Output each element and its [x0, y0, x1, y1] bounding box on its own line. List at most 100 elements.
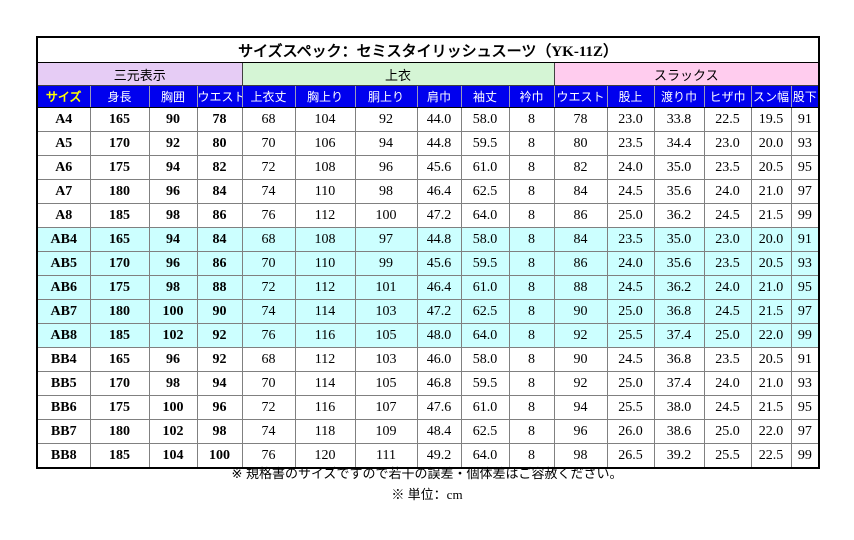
cell: 92 [553, 371, 608, 396]
column-header-13: ヒザ巾 [703, 85, 752, 108]
cell: 105 [354, 371, 418, 396]
column-header-3: ウエスト [196, 85, 243, 108]
size-label: AB6 [36, 275, 91, 300]
cell: 59.5 [460, 251, 510, 276]
cell: 170 [89, 371, 150, 396]
table-row-AB5: AB5 170 96 86 70 110 99 45.6 59.5 8 86 24.0 35.6 23.5… [36, 251, 820, 276]
cell: 100 [148, 299, 198, 324]
cell: 25.0 [606, 203, 655, 228]
cell: 35.6 [653, 251, 705, 276]
column-header-row: サイズ 身長 胸囲 ウエスト 上衣丈 胸上り 胴上り 肩巾 袖丈 衿巾 ウエスト 股上 渡り巾 ヒザ巾 スン… [36, 85, 820, 108]
cell: 94 [196, 371, 243, 396]
cell: 49.2 [416, 443, 462, 469]
table-row-AB7: AB7 180 100 90 74 114 103 47.2 62.5 8 90 25.0 36.8 24… [36, 299, 820, 324]
table-row-BB4: BB4 165 96 92 68 112 103 46.0 58.0 8 90 24.5 36.8 23.… [36, 347, 820, 372]
cell: 92 [196, 347, 243, 372]
cell: 8 [508, 179, 555, 204]
cell: 170 [89, 251, 150, 276]
table-row-AB4: AB4 165 94 84 68 108 97 44.8 58.0 8 84 23.5 35.0 23.0… [36, 227, 820, 252]
cell: 92 [354, 107, 418, 132]
cell: 23.5 [703, 155, 752, 180]
size-label: BB4 [36, 347, 91, 372]
cell: 24.5 [606, 179, 655, 204]
cell: 48.0 [416, 323, 462, 348]
cell: 48.4 [416, 419, 462, 444]
cell: 96 [148, 347, 198, 372]
size-label: BB8 [36, 443, 91, 469]
cell: 58.0 [460, 347, 510, 372]
cell: 116 [294, 395, 356, 420]
cell: 58.0 [460, 107, 510, 132]
cell: 44.8 [416, 131, 462, 156]
table-row-A7: A7 180 96 84 74 110 98 46.4 62.5 8 84 24.5 35.6 24.0 2… [36, 179, 820, 204]
cell: 98 [148, 371, 198, 396]
cell: 39.2 [653, 443, 705, 469]
cell: 84 [196, 179, 243, 204]
column-header-6: 胴上り [354, 85, 418, 108]
cell: 112 [294, 347, 356, 372]
cell: 96 [553, 419, 608, 444]
cell: 62.5 [460, 299, 510, 324]
cell: 61.0 [460, 275, 510, 300]
cell: 112 [294, 203, 356, 228]
column-header-5: 胸上り [294, 85, 356, 108]
table-row-BB7: BB7 180 102 98 74 118 109 48.4 62.5 8 96 26.0 38.6 25… [36, 419, 820, 444]
cell: 64.0 [460, 443, 510, 469]
cell: 101 [354, 275, 418, 300]
cell: 8 [508, 155, 555, 180]
cell: 36.2 [653, 275, 705, 300]
cell: 98 [553, 443, 608, 469]
column-header-1: 身長 [89, 85, 150, 108]
cell: 68 [241, 227, 296, 252]
cell: 175 [89, 155, 150, 180]
cell: 21.0 [750, 275, 792, 300]
cell: 72 [241, 395, 296, 420]
cell: 91 [790, 347, 820, 372]
table-row-AB8: AB8 185 102 92 76 116 105 48.0 64.0 8 92 25.5 37.4 25… [36, 323, 820, 348]
cell: 111 [354, 443, 418, 469]
cell: 97 [354, 227, 418, 252]
cell: 114 [294, 371, 356, 396]
column-header-10: ウエスト [553, 85, 608, 108]
footnote-unit: ※ 単位：cm [391, 487, 463, 502]
column-header-8: 袖丈 [460, 85, 510, 108]
cell: 185 [89, 323, 150, 348]
cell: 23.0 [606, 107, 655, 132]
cell: 112 [294, 275, 356, 300]
cell: 23.5 [703, 347, 752, 372]
cell: 116 [294, 323, 356, 348]
cell: 24.5 [606, 347, 655, 372]
cell: 180 [89, 179, 150, 204]
cell: 20.5 [750, 155, 792, 180]
footnotes: ※ 規格書のサイズですので若干の誤差・個体差はご容赦ください。 ※ 単位：cm [36, 463, 818, 505]
column-header-0: サイズ [36, 85, 91, 108]
cell: 94 [148, 155, 198, 180]
cell: 70 [241, 131, 296, 156]
cell: 35.0 [653, 227, 705, 252]
cell: 24.0 [606, 251, 655, 276]
size-label: A7 [36, 179, 91, 204]
cell: 108 [294, 155, 356, 180]
cell: 180 [89, 419, 150, 444]
cell: 103 [354, 347, 418, 372]
column-group-row: 三元表示 上衣 スラックス [36, 62, 820, 86]
cell: 102 [148, 323, 198, 348]
cell: 36.8 [653, 299, 705, 324]
cell: 22.0 [750, 323, 792, 348]
cell: 98 [148, 203, 198, 228]
cell: 110 [294, 179, 356, 204]
column-header-14: スン幅 [750, 85, 792, 108]
cell: 118 [294, 419, 356, 444]
cell: 19.5 [750, 107, 792, 132]
cell: 88 [553, 275, 608, 300]
cell: 47.2 [416, 299, 462, 324]
cell: 8 [508, 443, 555, 469]
cell: 107 [354, 395, 418, 420]
cell: 100 [148, 395, 198, 420]
cell: 44.8 [416, 227, 462, 252]
size-label: A6 [36, 155, 91, 180]
cell: 8 [508, 347, 555, 372]
cell: 109 [354, 419, 418, 444]
cell: 37.4 [653, 323, 705, 348]
cell: 98 [354, 179, 418, 204]
